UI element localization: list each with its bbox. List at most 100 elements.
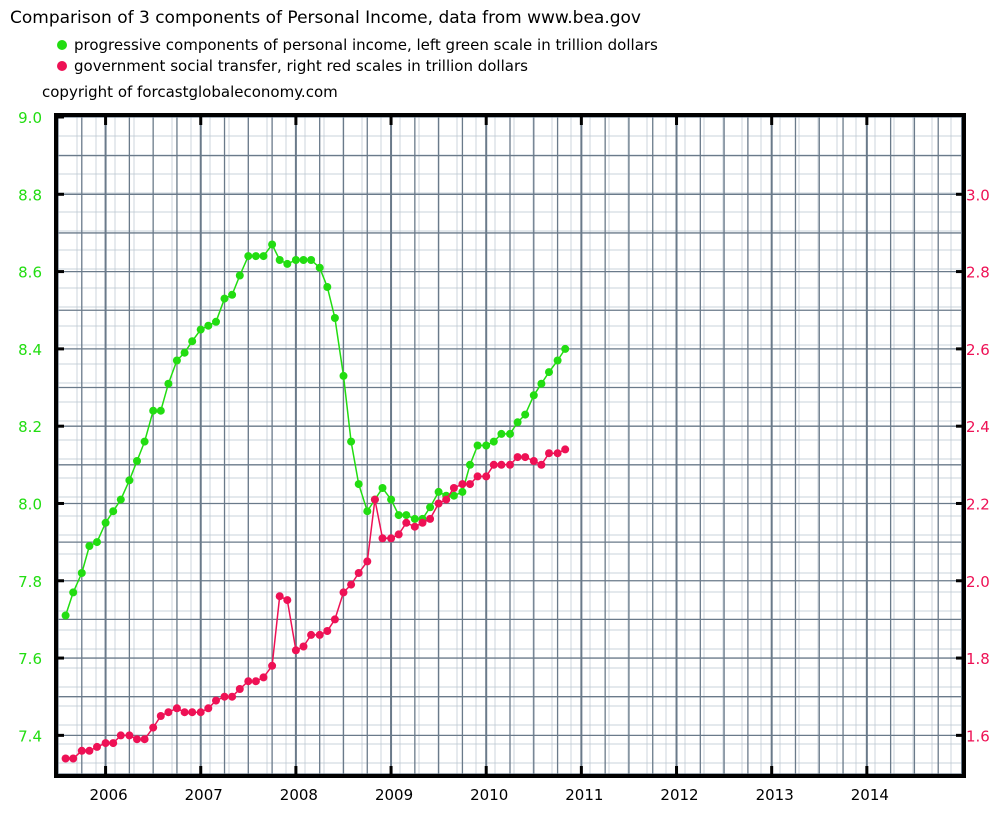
x-tick-label: 2010 <box>470 786 508 804</box>
series-point-0 <box>251 252 260 261</box>
series-point-0 <box>449 491 458 500</box>
series-point-1 <box>196 708 205 717</box>
series-point-1 <box>133 735 141 744</box>
series-point-0 <box>172 356 181 365</box>
series-point-1 <box>370 495 379 504</box>
series-point-1 <box>529 457 538 465</box>
series-point-1 <box>434 499 443 508</box>
legend-label-green: progressive components of personal incom… <box>74 36 658 54</box>
right-tick-label: 2.0 <box>966 573 990 591</box>
copyright-note: copyright of forcastglobaleconomy.com <box>42 83 338 101</box>
series-point-0 <box>180 348 189 357</box>
series-point-1 <box>204 704 213 713</box>
series-point-1 <box>513 453 522 462</box>
series-point-0 <box>513 418 522 427</box>
series-point-0 <box>363 507 372 516</box>
series-point-1 <box>235 685 244 693</box>
right-tick-label: 2.8 <box>966 264 990 282</box>
series-point-0 <box>244 252 253 261</box>
series-point-1 <box>426 514 435 523</box>
series-point-0 <box>109 507 118 516</box>
series-point-1 <box>394 530 403 539</box>
series-point-0 <box>291 256 300 264</box>
x-tick-label: 2009 <box>375 786 413 804</box>
series-point-1 <box>101 739 110 748</box>
series-point-0 <box>458 487 467 496</box>
left-tick-label: 8.4 <box>18 341 42 359</box>
left-tick-label: 9.0 <box>18 109 42 127</box>
series-point-0 <box>402 511 411 520</box>
series-point-1 <box>553 449 562 458</box>
series-point-1 <box>402 518 411 527</box>
series-point-1 <box>378 534 387 543</box>
series-point-0 <box>537 379 546 388</box>
left-tick-label: 7.6 <box>18 650 42 668</box>
series-point-0 <box>259 252 268 261</box>
x-tick-label: 2008 <box>280 786 318 804</box>
left-tick-label: 8.2 <box>18 418 42 436</box>
series-point-1 <box>283 596 292 605</box>
right-tick-label: 2.2 <box>966 495 990 513</box>
series-point-1 <box>116 731 125 740</box>
series-point-1 <box>449 484 458 492</box>
series-point-1 <box>466 480 474 489</box>
series-point-0 <box>125 476 134 485</box>
x-tick-label: 2013 <box>756 786 794 804</box>
series-point-1 <box>244 677 253 686</box>
series-point-1 <box>212 696 220 705</box>
series-point-0 <box>156 406 165 415</box>
series-line-1 <box>65 448 566 760</box>
legend-marker-green <box>57 40 67 50</box>
series-point-1 <box>220 692 229 701</box>
series-point-1 <box>125 731 134 740</box>
series-point-1 <box>156 712 165 720</box>
series-point-0 <box>133 457 141 465</box>
right-tick-label: 1.8 <box>966 650 990 668</box>
series-point-1 <box>188 708 197 717</box>
series-point-1 <box>482 472 491 481</box>
series-point-0 <box>529 391 538 400</box>
series-point-1 <box>291 646 300 655</box>
series-point-0 <box>434 487 443 496</box>
series-point-0 <box>307 256 316 264</box>
series-point-0 <box>61 611 70 620</box>
series-point-0 <box>85 542 94 550</box>
series-point-0 <box>140 437 149 446</box>
series-point-0 <box>561 344 570 353</box>
series-point-0 <box>323 283 332 291</box>
series-point-1 <box>109 739 118 748</box>
series-point-1 <box>180 708 189 717</box>
series-point-0 <box>378 484 387 492</box>
series-point-1 <box>387 534 396 543</box>
series-point-1 <box>506 460 514 469</box>
series-point-1 <box>497 460 506 469</box>
series-point-1 <box>315 630 324 639</box>
series-point-1 <box>339 588 348 597</box>
series-point-1 <box>93 742 101 751</box>
series-point-0 <box>315 263 324 272</box>
series-point-0 <box>489 437 498 446</box>
series-point-0 <box>149 406 158 415</box>
chart-title: Comparison of 3 components of Personal I… <box>10 8 641 28</box>
series-point-1 <box>410 522 419 531</box>
series-point-1 <box>354 569 363 577</box>
series-point-1 <box>347 580 356 589</box>
legend-marker-red <box>57 61 67 71</box>
series-point-1 <box>172 704 181 713</box>
series-point-1 <box>228 692 237 701</box>
series-point-1 <box>363 557 372 566</box>
series-point-0 <box>410 514 419 523</box>
series-point-0 <box>330 314 339 322</box>
right-tick-label: 1.6 <box>966 727 990 745</box>
series-point-0 <box>497 429 506 438</box>
x-tick-label: 2006 <box>89 786 127 804</box>
series-point-1 <box>69 754 78 763</box>
series-point-0 <box>466 460 474 469</box>
series-point-0 <box>196 325 205 334</box>
series-point-1 <box>259 673 268 682</box>
series-point-0 <box>521 410 530 419</box>
series-point-0 <box>93 538 101 547</box>
